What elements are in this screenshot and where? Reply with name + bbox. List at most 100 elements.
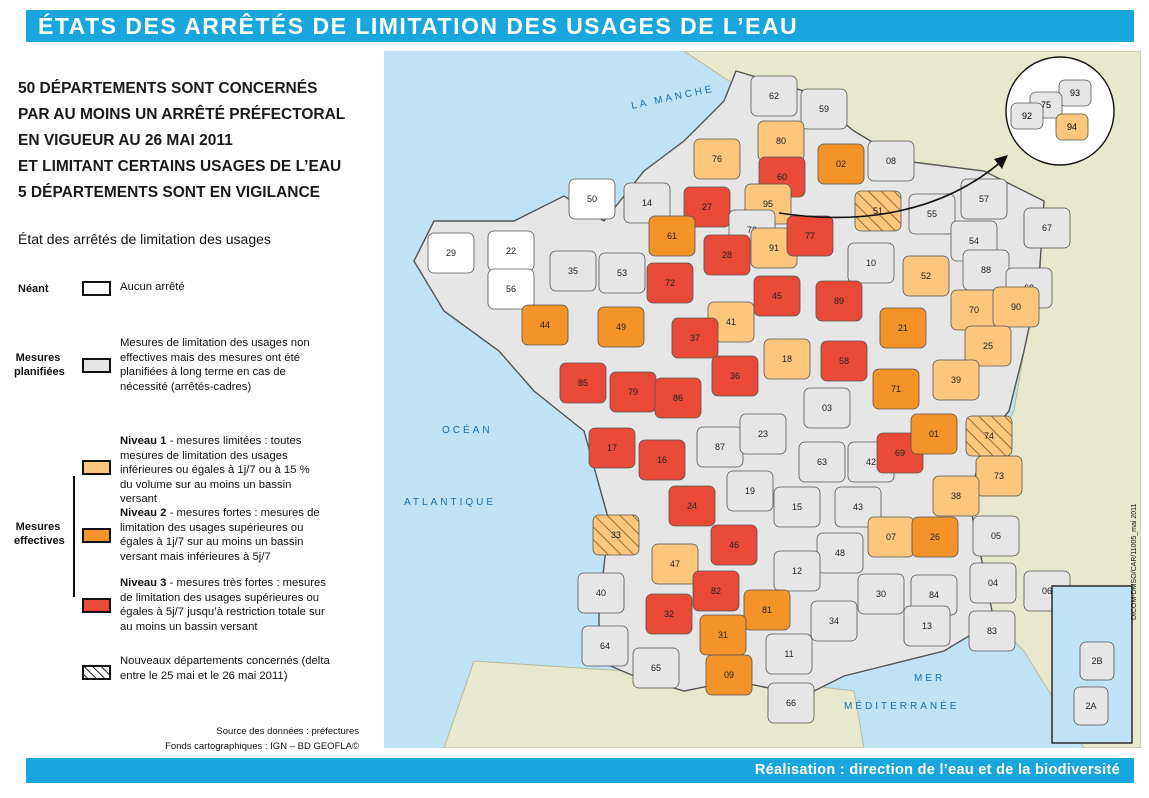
title-bar: ÉTATS DES ARRÊTÉS DE LIMITATION DES USAG…: [26, 10, 1134, 42]
department-04: 04: [969, 562, 1017, 604]
department-area-19: [726, 470, 774, 512]
department-area-2A: [1073, 686, 1109, 726]
department-area-44: [521, 304, 569, 346]
department-code-07: 07: [886, 532, 896, 542]
department-80: 80: [757, 120, 805, 162]
headline-line-2: PAR AU MOINS UN ARRÊTÉ PRÉFECTORAL: [18, 106, 346, 123]
department-area-52: [902, 255, 950, 297]
department-code-2A: 2A: [1085, 701, 1096, 711]
department-51: 51: [854, 190, 902, 232]
inset-department-code-75: 75: [1041, 100, 1051, 110]
department-code-18: 18: [782, 354, 792, 364]
department-area-58: [820, 340, 868, 382]
department-36: 36: [711, 355, 759, 397]
department-area-66: [767, 682, 815, 724]
niveau3-desc: - mesures très fortes : mesures de limit…: [120, 577, 326, 633]
niveau2-desc: - mesures fortes : mesures de limitation…: [120, 507, 320, 563]
department-area-24: [668, 485, 716, 527]
department-code-45: 45: [772, 291, 782, 301]
legend-group-neant: Néant: [18, 283, 49, 295]
niveau1-title: Niveau 1: [120, 435, 167, 447]
department-code-13: 13: [922, 621, 932, 631]
department-64: 64: [581, 625, 629, 667]
corsica-inset: 2B 2A: [1073, 641, 1115, 726]
department-code-51: 51: [873, 206, 883, 216]
department-67: 67: [1023, 207, 1071, 249]
sea-label-atlantique: ATLANTIQUE: [404, 497, 496, 508]
department-area-73: [975, 455, 1023, 497]
inset-department-92: 92: [1010, 102, 1044, 130]
department-50: 50: [568, 178, 616, 220]
department-21: 21: [879, 307, 927, 349]
department-code-90: 90: [1011, 302, 1021, 312]
legend-text-niveau1: Niveau 1 - mesures limitées : toutes mes…: [120, 434, 320, 507]
department-area-45: [753, 275, 801, 317]
department-area-02: [817, 143, 865, 185]
department-code-85: 85: [578, 378, 588, 388]
department-27: 27: [683, 186, 731, 228]
department-code-47: 47: [670, 559, 680, 569]
department-code-74: 74: [984, 431, 994, 441]
department-area-05: [972, 515, 1020, 557]
source-fonds: Fonds cartographiques : IGN – BD GEOFLA©: [165, 741, 359, 752]
inset-arrow-head: [994, 155, 1008, 169]
department-85: 85: [559, 362, 607, 404]
department-area-29: [427, 232, 475, 274]
niveau2-title: Niveau 2: [120, 507, 167, 519]
department-46: 46: [710, 524, 758, 566]
department-31: 31: [699, 614, 747, 656]
department-area-32: [645, 593, 693, 635]
legend-swatch-neant: [82, 281, 111, 296]
department-code-59: 59: [819, 104, 829, 114]
department-code-31: 31: [718, 630, 728, 640]
department-code-61: 61: [667, 231, 677, 241]
department-56: 56: [487, 268, 535, 310]
department-73: 73: [975, 455, 1023, 497]
department-code-2B: 2B: [1091, 656, 1102, 666]
department-12: 12: [773, 550, 821, 592]
legend-group-planifiees: Mesures planifiées: [14, 352, 65, 378]
department-code-12: 12: [792, 566, 802, 576]
department-62: 62: [750, 75, 798, 117]
department-code-79: 79: [628, 387, 638, 397]
department-code-32: 32: [664, 609, 674, 619]
department-area-34: [810, 600, 858, 642]
legend-text-niveau3: Niveau 3 - mesures très fortes : mesures…: [120, 576, 335, 634]
department-47: 47: [651, 543, 699, 585]
department-13: 13: [903, 605, 951, 647]
department-area-33: [592, 514, 640, 556]
department-area-35: [549, 250, 597, 292]
department-area-86: [654, 377, 702, 419]
department-area-64: [581, 625, 629, 667]
department-code-83: 83: [987, 626, 997, 636]
department-72: 72: [646, 262, 694, 304]
department-code-89: 89: [834, 296, 844, 306]
legend-swatch-niveau2: [82, 528, 111, 543]
department-code-70: 70: [969, 305, 979, 315]
department-area-57: [960, 178, 1008, 220]
department-74: 74: [965, 415, 1013, 457]
department-code-01: 01: [929, 429, 939, 439]
department-code-82: 82: [711, 586, 721, 596]
department-code-37: 37: [690, 333, 700, 343]
department-code-84: 84: [929, 590, 939, 600]
department-area-53: [598, 252, 646, 294]
department-code-58: 58: [839, 356, 849, 366]
department-08: 08: [867, 140, 915, 182]
department-area-89: [815, 280, 863, 322]
department-code-77: 77: [805, 231, 815, 241]
headline-line-5: 5 DÉPARTEMENTS SONT EN VIGILANCE: [18, 184, 320, 201]
department-code-43: 43: [853, 502, 863, 512]
france-map: 62 59 80 02 08 76 60 50 14 27 95 51 55 57 67 29 22 56 35 53…: [384, 51, 1141, 748]
department-code-60: 60: [777, 172, 787, 182]
department-code-42: 42: [866, 457, 876, 467]
department-code-34: 34: [829, 616, 839, 626]
department-10: 10: [847, 242, 895, 284]
department-code-65: 65: [651, 663, 661, 673]
department-29: 29: [427, 232, 475, 274]
department-code-14: 14: [642, 198, 652, 208]
department-code-53: 53: [617, 268, 627, 278]
department-code-24: 24: [687, 501, 697, 511]
department-area-65: [632, 647, 680, 689]
legend-swatch-niveau3: [82, 598, 111, 613]
